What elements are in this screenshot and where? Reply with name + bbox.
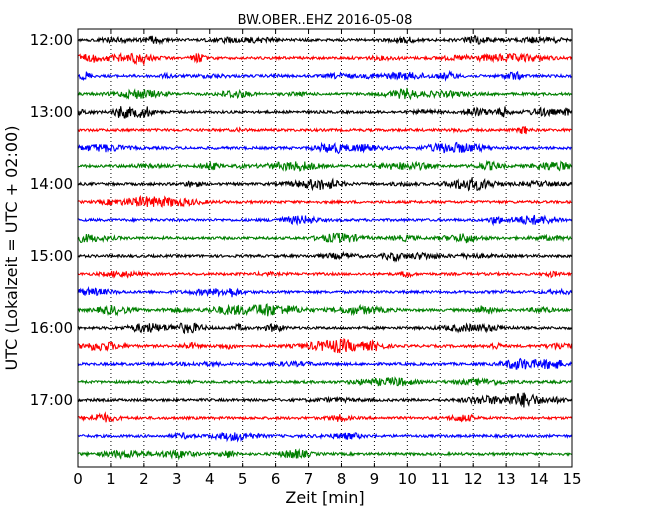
trace-1715 xyxy=(77,411,572,423)
x-axis-label: Zeit [min] xyxy=(285,488,364,507)
trace-1400 xyxy=(77,177,572,192)
trace-1430 xyxy=(77,214,572,227)
trace-group xyxy=(77,34,573,461)
y-tick-label: 13:00 xyxy=(30,103,73,121)
trace-1545 xyxy=(77,303,572,317)
x-tick-label: 10 xyxy=(398,470,417,488)
x-tick-label: 5 xyxy=(238,470,248,488)
plot-frame xyxy=(77,28,573,468)
x-tick-label: 3 xyxy=(172,470,182,488)
trace-1645 xyxy=(77,376,572,387)
trace-1700 xyxy=(77,391,573,408)
y-axis-label: UTC (Lokalzeit = UTC + 02:00) xyxy=(2,126,21,371)
x-tick-label: 7 xyxy=(304,470,314,488)
trace-1415 xyxy=(77,194,572,208)
x-tick-label: 6 xyxy=(271,470,281,488)
trace-1530 xyxy=(77,285,573,298)
x-tick-label: 13 xyxy=(497,470,516,488)
x-tick-label: 11 xyxy=(431,470,450,488)
x-tick-label: 15 xyxy=(562,470,581,488)
y-tick-label: 14:00 xyxy=(30,175,73,193)
trace-1215 xyxy=(77,51,573,67)
trace-1345 xyxy=(77,159,573,172)
x-tick-label: 1 xyxy=(106,470,116,488)
trace-1500 xyxy=(77,250,572,263)
y-tick-label: 12:00 xyxy=(30,31,73,49)
trace-1330 xyxy=(77,141,572,155)
x-tick-label: 8 xyxy=(337,470,347,488)
y-tick-label: 15:00 xyxy=(30,247,73,265)
trace-1200 xyxy=(77,34,572,46)
trace-1600 xyxy=(77,322,572,335)
trace-1300 xyxy=(77,106,573,119)
trace-1315 xyxy=(77,126,572,135)
x-tick-label: 0 xyxy=(73,470,83,488)
x-tick-label: 4 xyxy=(205,470,215,488)
trace-1630 xyxy=(77,357,572,370)
trace-1230 xyxy=(77,69,572,82)
y-tick-label: 16:00 xyxy=(30,319,73,337)
chart-title: BW.OBER..EHZ 2016-05-08 xyxy=(238,13,413,28)
trace-1245 xyxy=(77,87,572,101)
x-tick-label: 12 xyxy=(464,470,483,488)
y-tick-label: 17:00 xyxy=(30,391,73,409)
axis-ticks: 0 1 2 3 4 5 6 7 8 9 10 11 12 13 14 1512:0013:0014:0015:… xyxy=(30,29,582,488)
x-tick-label: 2 xyxy=(139,470,149,488)
trace-1515 xyxy=(77,269,572,279)
trace-1615 xyxy=(77,338,573,354)
trace-1745 xyxy=(77,447,572,461)
x-tick-label: 14 xyxy=(530,470,549,488)
x-tick-label: 9 xyxy=(370,470,380,488)
trace-1445 xyxy=(77,232,572,244)
trace-1730 xyxy=(77,431,573,443)
